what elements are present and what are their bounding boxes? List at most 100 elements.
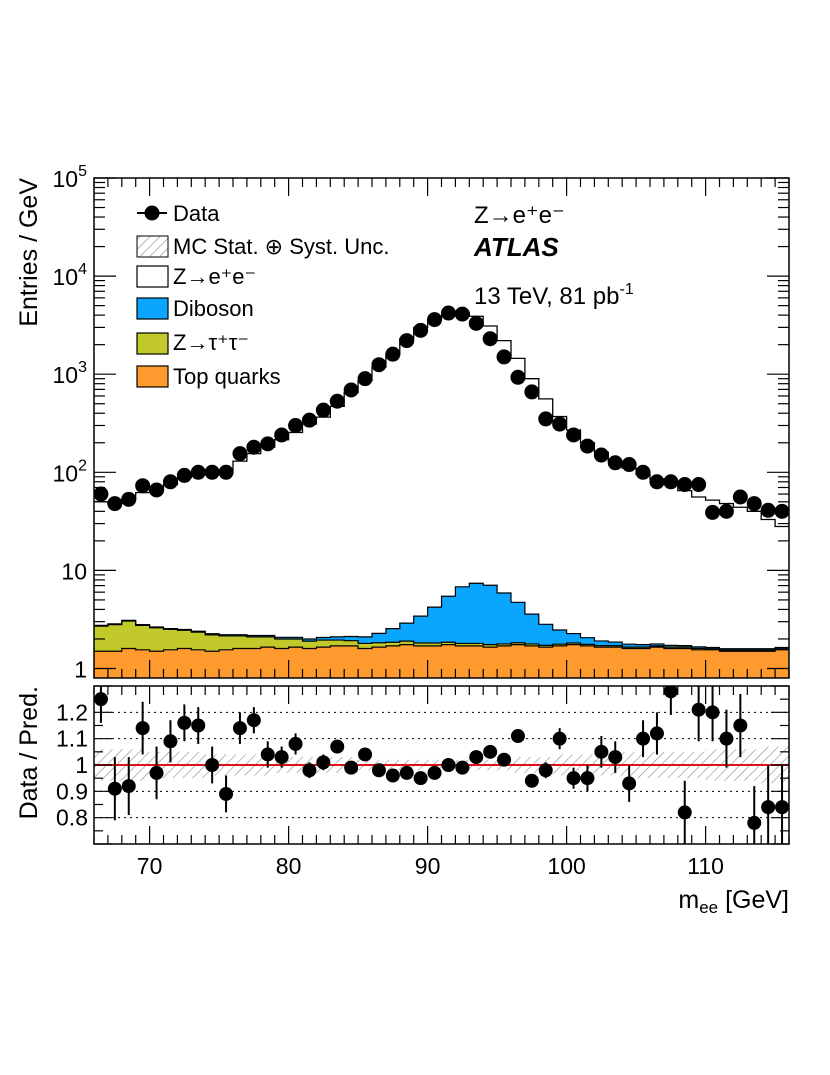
ratio-point [455,760,470,775]
legend-data-marker [144,205,160,221]
data-point [691,477,707,493]
data-point [593,447,609,463]
data-point [718,503,734,519]
data-point [468,315,484,331]
lumi-exponent: -1 [619,281,633,298]
data-point [190,464,206,480]
data-point [607,455,623,471]
ratio-point [580,771,595,786]
data-point [760,502,776,518]
ratio-panel: 70 80 90 100 110 0.80.911.11.2 Data / Pred. … [15,685,790,917]
data-point [135,478,151,494]
ratio-y-axis-title: Data / Pred. [15,686,43,819]
legend-unc-swatch [136,235,169,258]
ratio-point [594,744,609,759]
x-axis-title-unit: [GeV] [718,886,789,914]
y-tick-label-base: 10 [53,362,79,388]
legend-diboson-label: Diboson [173,296,254,321]
data-point [524,384,540,400]
data-point [204,464,220,480]
top-x-ticks [93,178,790,678]
ratio-point [399,765,414,780]
ratio-point [177,715,192,730]
ratio-point [274,750,289,765]
data-point [149,482,165,498]
ratio-point [691,702,706,717]
data-point [649,474,665,490]
data-point [635,464,651,480]
ratio-point [608,750,623,765]
ratio-point [566,771,581,786]
ratio-point [622,776,637,791]
energy-lumi-text: 13 TeV, 81 pb [474,283,619,310]
data-point [343,382,359,398]
ratio-point [371,763,386,778]
legend-top-label: Top quarks [173,364,281,389]
ratio-point [413,771,428,786]
data-point [552,416,568,432]
ratio-point [358,747,373,762]
diboson-histogram [94,583,789,651]
ratio-point [469,750,484,765]
ratio-point [733,718,748,733]
data-point [705,504,721,520]
data-point [329,393,345,409]
ratio-points [94,686,789,844]
ratio-point [747,815,762,830]
ratio-point [205,758,220,772]
legend-zee-swatch [136,265,169,288]
data-point [162,474,178,490]
data-point [413,322,429,338]
data-point [538,411,554,427]
data-point [274,427,290,443]
data-point [371,357,387,373]
ratio-point [385,768,400,783]
data-point [677,477,693,493]
data-point [246,439,262,455]
data-point [121,491,137,507]
legend-zee-label: Z→e⁺e⁻ [173,264,256,289]
y-tick-label-base: 10 [61,558,87,584]
x-axis-title-main: m [678,886,699,914]
ratio-point [107,781,122,796]
x-tick-label: 90 [415,853,441,879]
data-point [621,457,637,473]
legend-ztautau-label: Z→τ⁺τ⁻ [173,330,249,355]
y-tick-label-base: 10 [53,264,79,290]
data-point [357,371,373,387]
data-point [260,436,276,452]
ratio-point [636,731,651,746]
data-point [510,369,526,385]
energy-lumi-label: 13 TeV, 81 pb-1 [474,281,634,310]
ratio-point [219,786,234,801]
ratio-y-tick-label: 1 [75,752,88,778]
data-point [496,349,512,365]
ratio-point [524,773,539,788]
y-tick-label-base: 1 [74,656,87,682]
x-tick-label: 70 [137,853,163,879]
data-point [482,331,498,347]
ratio-point [191,718,206,733]
ratio-point [677,805,692,820]
data-point [107,496,123,512]
legend-top-swatch [136,365,169,388]
y-tick-label-exp: 4 [78,261,87,278]
x-tick-label: 100 [547,853,585,879]
data-point [440,305,456,321]
ztautau-histogram [94,620,789,652]
atlas-label: ATLAS [473,232,559,262]
ratio-point [649,726,664,741]
x-axis-title: mee [GeV] [678,886,789,917]
legend-data-label: Data [173,201,220,226]
ratio-point [135,721,150,736]
data-point [301,412,317,428]
y-tick-label-base: 10 [53,166,79,192]
ratio-point [552,731,567,746]
ztautau-outline [94,620,789,651]
ratio-point [510,729,525,744]
data-point [232,446,248,462]
data-point [315,402,331,418]
